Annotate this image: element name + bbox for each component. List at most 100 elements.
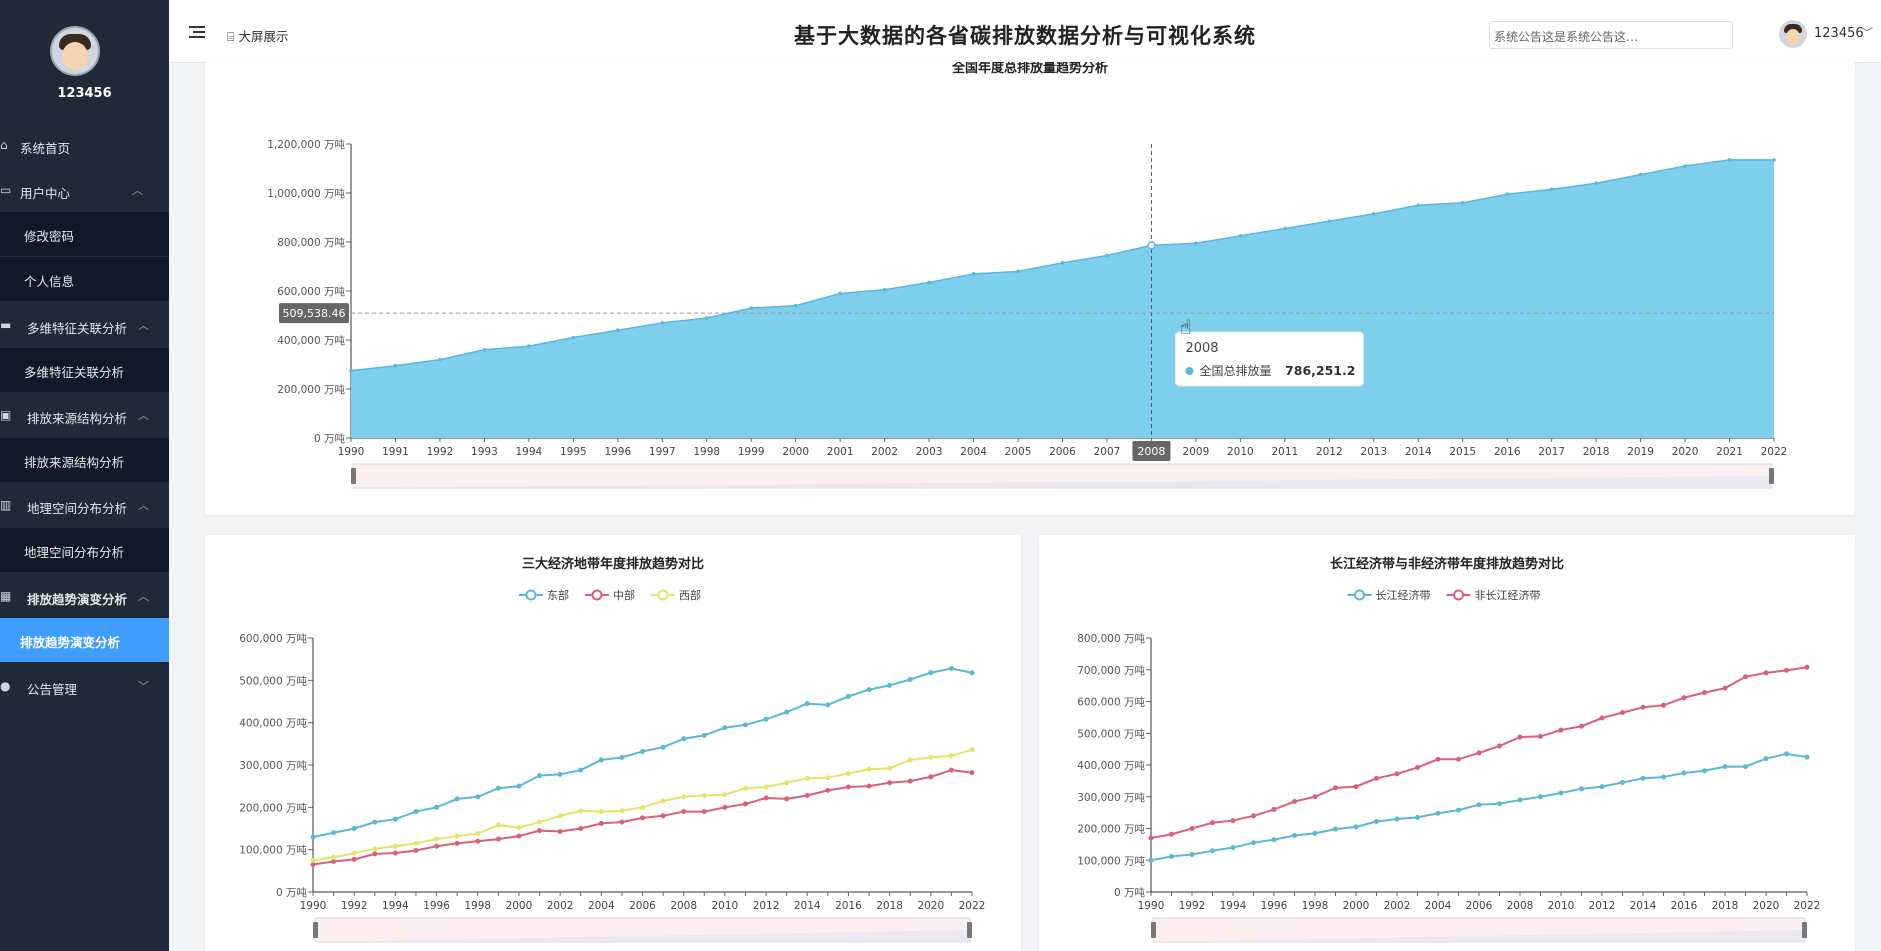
data-point — [1416, 203, 1421, 208]
data-point — [516, 833, 522, 839]
sidebar-item-change-password[interactable]: 修改密码 — [0, 212, 169, 256]
data-point — [701, 732, 707, 738]
data-point — [1558, 727, 1564, 733]
x-tick-label: 2012 — [1316, 446, 1343, 458]
sidebar-item-geo-sub[interactable]: 地理空间分布分析 — [0, 528, 169, 572]
data-point — [1210, 820, 1215, 826]
sidebar-item-profile[interactable]: 个人信息 — [0, 257, 169, 301]
y-tick-label: 400,000 万吨 — [1077, 759, 1145, 772]
data-point — [701, 809, 707, 815]
sidebar-item-geo[interactable]: ▥ 地理空间分布分析 ︿ — [0, 498, 149, 516]
x-tick-label: 2000 — [1343, 900, 1370, 912]
data-point — [838, 291, 842, 296]
chart-title: 长江经济带与非经济带年度排放趋势对比 — [1330, 556, 1564, 572]
data-point — [557, 813, 563, 819]
data-point — [907, 757, 913, 763]
y-tick-label: 800,000 万吨 — [277, 236, 345, 249]
x-tick-label: 2013 — [1360, 446, 1387, 458]
sidebar-item-home[interactable]: ⌂ 系统首页 — [0, 138, 71, 156]
chevron-up-icon: ︿ — [132, 184, 143, 197]
x-tick-label: 1992 — [427, 446, 454, 458]
screen-icon: ⌸ — [227, 29, 235, 44]
data-point — [454, 796, 460, 802]
crosshair-x-label: 2008 — [1137, 445, 1165, 458]
data-point — [660, 744, 666, 750]
data-point — [331, 859, 337, 865]
data-point — [804, 776, 810, 782]
data-point — [1599, 784, 1605, 790]
data-point — [1497, 743, 1502, 749]
zoom-handle-right — [1769, 468, 1774, 484]
zoom-handle-left — [1151, 922, 1156, 938]
x-tick-label: 1990 — [300, 900, 327, 912]
x-tick-label: 1997 — [649, 446, 676, 458]
data-point — [1148, 857, 1154, 863]
data-point — [804, 792, 810, 798]
data-point — [763, 784, 769, 790]
data-point — [1016, 269, 1020, 274]
data-point — [310, 857, 316, 863]
data-point — [660, 813, 666, 819]
data-point — [598, 809, 604, 815]
y-tick-label: 800,000 万吨 — [1077, 632, 1145, 645]
x-tick-label: 2014 — [1630, 900, 1657, 912]
data-point — [763, 716, 769, 722]
data-point — [1394, 816, 1400, 822]
menu-toggle-icon[interactable] — [189, 26, 205, 38]
yangtze-panel: 长江经济带与非经济带年度排放趋势对比 长江经济带 非长江经济带 0 万吨 100,000… — [1039, 535, 1855, 951]
data-point — [1189, 826, 1195, 831]
sidebar-item-user-center[interactable]: ▭ 用户中心 ︿ — [0, 183, 143, 201]
data-point — [1460, 201, 1465, 205]
big-screen-link[interactable]: ⌸ 大屏展示 — [227, 29, 289, 44]
sidebar-item-source[interactable]: ▣ 排放来源结构分析 ︿ — [0, 408, 149, 426]
x-tick-label: 2022 — [959, 900, 986, 912]
sidebar-item-trend-sub[interactable]: 排放趋势演变分析 — [0, 618, 169, 662]
data-point — [1476, 750, 1482, 756]
zoom-slider-preview — [315, 930, 970, 942]
avatar[interactable] — [1779, 20, 1807, 48]
data-point — [482, 348, 487, 352]
x-tick-label: 2002 — [1384, 900, 1411, 912]
sidebar-item-trend[interactable]: ▦ 排放趋势演变分析 ︿ — [0, 589, 149, 607]
data-point — [866, 687, 872, 693]
zoom-slider-preview — [353, 476, 1772, 488]
data-point — [784, 709, 790, 715]
x-tick-label: 2006 — [629, 900, 656, 912]
notice-marquee[interactable]: 系统公告这是系统公告这… — [1489, 21, 1733, 49]
chevron-up-icon: ︿ — [138, 409, 149, 422]
sidebar-item-source-sub[interactable]: 排放来源结构分析 — [0, 438, 169, 482]
tooltip-marker — [1185, 367, 1194, 375]
data-point — [784, 780, 790, 786]
sidebar-item-multidim[interactable]: ▬ 多维特征关联分析 ︿ — [0, 318, 149, 336]
data-point — [1640, 704, 1646, 710]
legend-label: 中部 — [613, 588, 635, 602]
chart-title: 三大经济地带年度排放趋势对比 — [522, 556, 704, 572]
data-point — [1727, 158, 1732, 162]
data-point — [1476, 802, 1482, 808]
sidebar: 123456 ⌂ 系统首页 ▭ 用户中心 ︿ 修改密码 个人信息 ▬ 多维特征关… — [0, 0, 169, 951]
data-point — [619, 754, 625, 760]
x-tick-label: 2018 — [876, 900, 903, 912]
data-point — [866, 783, 872, 789]
data-point — [349, 368, 353, 373]
x-tick-label: 1996 — [1261, 900, 1288, 912]
x-tick-label: 1994 — [382, 900, 409, 912]
legend-label: 东部 — [547, 588, 569, 602]
data-point — [1312, 794, 1318, 800]
data-point — [1579, 723, 1584, 729]
user-card-icon: ▭ — [0, 183, 12, 197]
x-tick-label: 2006 — [1049, 446, 1076, 458]
data-point — [887, 780, 893, 786]
data-point — [1353, 824, 1359, 830]
y-tick-label: 0 万吨 — [276, 886, 308, 899]
data-point — [640, 815, 645, 821]
chevron-down-icon[interactable]: ﹀ — [1861, 26, 1874, 40]
data-point — [969, 770, 975, 776]
x-tick-label: 1995 — [560, 446, 587, 458]
sidebar-item-notice[interactable]: ● 公告管理 ﹀ — [0, 679, 149, 697]
data-point — [845, 770, 851, 776]
area-fill — [351, 159, 1774, 439]
y-tick-label: 200,000 万吨 — [1077, 823, 1145, 836]
sidebar-item-multidim-sub[interactable]: 多维特征关联分析 — [0, 348, 169, 392]
header-username[interactable]: 123456 — [1814, 26, 1864, 41]
